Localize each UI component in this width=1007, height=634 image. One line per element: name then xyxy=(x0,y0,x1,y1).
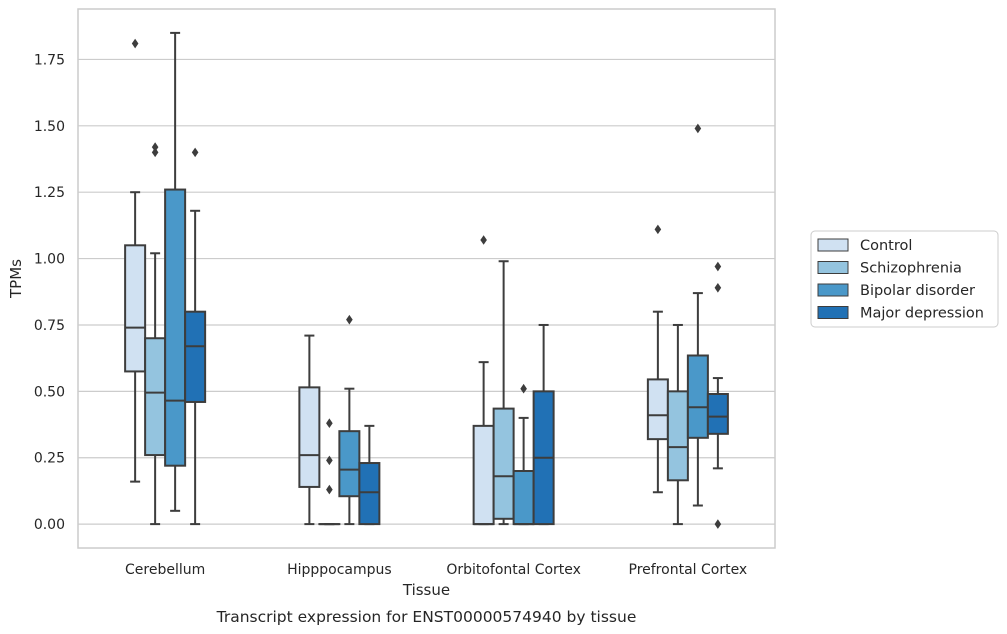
legend-label: Control xyxy=(860,238,912,254)
legend-label: Bipolar disorder xyxy=(860,283,975,299)
outlier-point xyxy=(714,519,722,529)
y-tick-label: 0.00 xyxy=(34,517,65,533)
box-major-depression xyxy=(706,261,729,529)
outlier-point xyxy=(346,314,353,325)
chart-caption: Transcript expression for ENST0000057494… xyxy=(216,608,637,626)
outlier-point xyxy=(326,455,333,466)
x-axis-label: Tissue xyxy=(402,581,450,599)
legend-swatch xyxy=(817,238,849,252)
y-tick-label: 1.25 xyxy=(34,185,65,201)
plot-frame xyxy=(77,8,776,549)
x-tick-label: Orbitofontal Cortex xyxy=(446,562,581,578)
legend-label: Major depression xyxy=(860,306,984,322)
box-body xyxy=(666,390,689,482)
x-tick-label: Hipppocampus xyxy=(287,562,392,578)
box-schizophrenia xyxy=(492,260,515,526)
box-body xyxy=(492,407,515,520)
boxes xyxy=(124,31,729,529)
outlier-point xyxy=(654,224,662,235)
box-major-depression xyxy=(532,323,555,526)
box-control xyxy=(298,334,321,526)
box-schizophrenia xyxy=(144,142,167,526)
box-bipolar-disorder xyxy=(164,31,187,512)
box-control xyxy=(124,38,147,483)
outlier-point xyxy=(131,38,139,49)
box-bipolar-disorder xyxy=(686,123,709,507)
box-body xyxy=(124,244,147,373)
legend: Control Schizophrenia Bipolar disorder Majo… xyxy=(810,230,999,328)
x-tick-labels: Cerebellum Hipppocampus Orbitofontal Corte… xyxy=(125,562,747,578)
box-control xyxy=(472,235,495,526)
box-body xyxy=(358,462,381,526)
box-body xyxy=(164,188,187,467)
legend-label: Schizophrenia xyxy=(860,261,962,277)
outlier-point xyxy=(151,142,159,152)
box-control xyxy=(646,224,669,494)
box-body xyxy=(686,354,709,439)
box-major-depression xyxy=(184,147,207,526)
y-tick-label: 1.00 xyxy=(34,252,65,268)
outlier-point xyxy=(480,235,487,245)
box-body xyxy=(472,424,495,526)
y-tick-label: 0.50 xyxy=(34,384,65,400)
box-schizophrenia xyxy=(666,323,689,526)
box-body xyxy=(646,378,669,441)
outlier-point xyxy=(520,383,527,394)
legend-swatch xyxy=(817,261,849,274)
box-body xyxy=(338,430,361,498)
box-body xyxy=(298,386,321,488)
outlier-point xyxy=(714,261,722,272)
box-body xyxy=(144,337,167,457)
outlier-point xyxy=(714,282,722,293)
box-body xyxy=(706,393,729,435)
legend-frame xyxy=(810,230,999,328)
outlier-point xyxy=(694,123,702,134)
box-body xyxy=(512,470,535,526)
outlier-point xyxy=(326,418,333,429)
y-axis-label: TPMs xyxy=(7,259,25,299)
y-tick-labels: 0.00 0.25 0.50 0.75 1.00 1.25 1.50 1.75 xyxy=(34,52,65,533)
legend-swatch xyxy=(817,306,849,319)
outlier-point xyxy=(191,147,199,158)
y-tick-label: 0.25 xyxy=(34,451,65,467)
x-tick-label: Cerebellum xyxy=(125,562,205,578)
legend-swatch xyxy=(817,283,849,297)
x-tick-label: Prefrontal Cortex xyxy=(629,562,748,578)
box-schizophrenia xyxy=(318,418,341,526)
outlier-point xyxy=(151,147,159,158)
box-bipolar-disorder xyxy=(338,314,361,526)
y-tick-label: 0.75 xyxy=(34,318,65,334)
outlier-point xyxy=(326,484,333,495)
y-tick-label: 1.50 xyxy=(34,119,65,135)
y-tick-label: 1.75 xyxy=(34,52,65,68)
box-body xyxy=(184,310,207,403)
box-bipolar-disorder xyxy=(512,383,535,526)
box-major-depression xyxy=(358,424,381,526)
